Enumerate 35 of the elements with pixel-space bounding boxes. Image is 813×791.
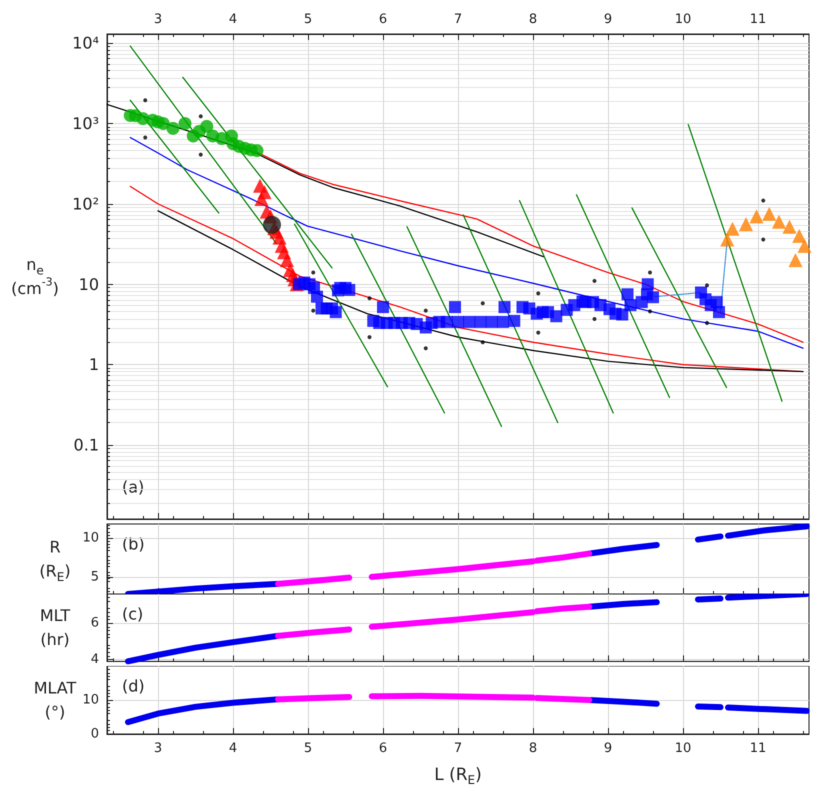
x2-tick-label: 9	[604, 12, 612, 27]
x-tick-label: 6	[378, 741, 388, 756]
x-tick-label: 3	[154, 741, 162, 756]
x2-tick-label: 11	[750, 12, 766, 27]
x-tick-label: 4	[228, 741, 238, 756]
annotation: (c)	[122, 604, 144, 624]
annotation: (b)	[122, 534, 145, 554]
x2-tick-label: 10	[674, 12, 692, 27]
x-tick-label: 10	[674, 741, 692, 756]
x2-tick-label: 7	[454, 12, 462, 27]
y-tick-label: 10	[82, 692, 99, 708]
x2-tick-label: 5	[304, 12, 312, 27]
y-tick-label: 10	[78, 274, 99, 294]
y-axis-title: MLAT (°)	[34, 678, 77, 722]
x2-tick-label: 3	[154, 12, 162, 27]
y-tick-label: 10³	[72, 114, 99, 134]
y-tick-label: 6	[90, 616, 99, 631]
x-tick-label: 7	[454, 741, 462, 756]
y-tick-label: 5	[90, 569, 99, 584]
y-tick-label: 10²	[72, 194, 99, 214]
y-tick-label: 10	[82, 530, 99, 546]
annotation: (d)	[122, 676, 145, 696]
y-tick-label: 10⁴	[72, 34, 99, 53]
y-tick-label: 4	[90, 652, 99, 667]
y-tick-label: 0	[90, 726, 99, 742]
y-tick-label: 1	[88, 355, 99, 374]
x2-tick-label: 6	[378, 12, 388, 27]
x-tick-label: 9	[604, 741, 612, 756]
x-tick-label: 8	[528, 741, 538, 756]
x2-tick-label: 8	[528, 12, 538, 27]
y-axis-title: MLT (hr)	[40, 606, 70, 650]
x-tick-label: 11	[750, 741, 766, 756]
y-tick-label: 0.1	[74, 435, 99, 454]
x2-tick-label: 4	[228, 12, 238, 27]
x-tick-label: 5	[304, 741, 312, 756]
